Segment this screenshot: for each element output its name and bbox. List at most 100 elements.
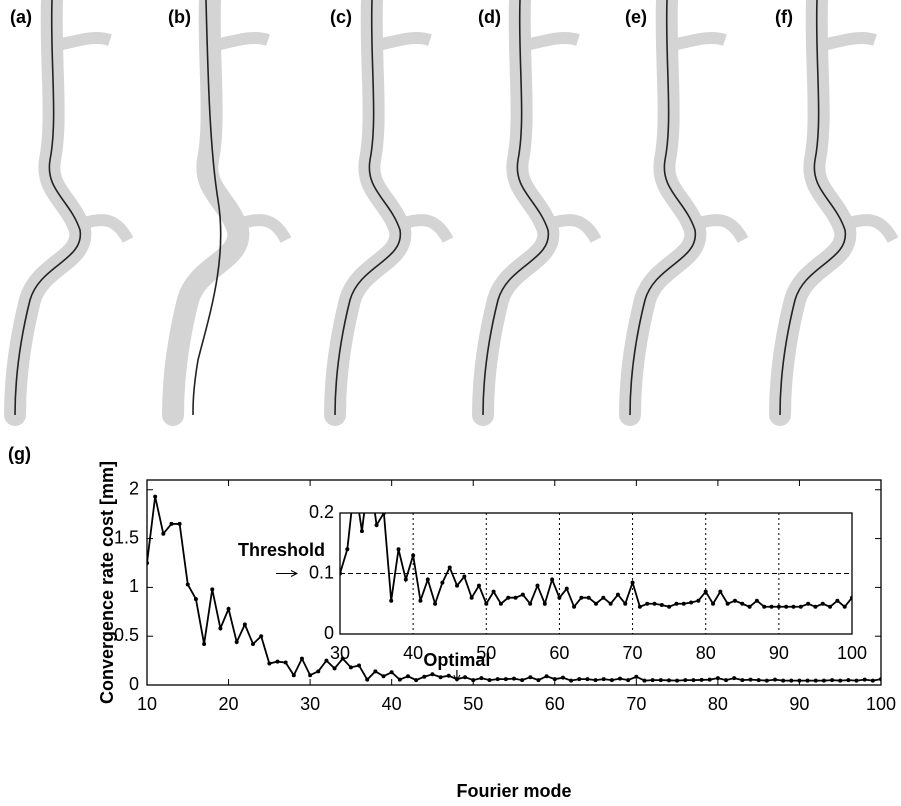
data-point <box>161 531 166 536</box>
vessel-branch <box>76 214 134 244</box>
centerline <box>192 0 222 416</box>
data-point <box>645 601 650 606</box>
data-point <box>615 592 620 597</box>
vessel-panel <box>4 0 134 426</box>
vessel-body <box>4 0 92 426</box>
data-point <box>498 601 503 606</box>
threshold-arrowhead <box>290 570 299 577</box>
data-point <box>842 604 847 609</box>
inset-x-tick-label: 60 <box>549 643 569 663</box>
data-point <box>674 601 679 606</box>
data-point <box>797 678 802 683</box>
x-tick-label: 40 <box>382 694 402 714</box>
data-point <box>275 659 280 664</box>
data-point <box>805 678 810 683</box>
data-point <box>425 577 430 582</box>
data-point <box>331 469 335 473</box>
x-tick-label: 50 <box>463 694 483 714</box>
data-point <box>608 601 613 606</box>
data-point <box>754 598 759 603</box>
data-point <box>683 678 688 683</box>
panel-label: (d) <box>478 7 501 27</box>
data-point <box>332 666 337 671</box>
data-point <box>711 601 716 606</box>
data-point <box>177 521 182 526</box>
x-tick-label: 10 <box>137 694 157 714</box>
vessel-panel <box>769 0 899 426</box>
panel-label: (g) <box>8 444 31 464</box>
vessel-body <box>162 0 250 426</box>
data-point <box>202 642 207 646</box>
data-point <box>345 547 350 552</box>
vessel-panel <box>324 0 454 426</box>
data-point <box>791 604 796 609</box>
data-point <box>618 676 623 681</box>
data-point <box>528 601 533 606</box>
data-point <box>691 678 696 683</box>
data-point <box>520 592 525 597</box>
data-point <box>447 565 452 570</box>
data-point <box>630 580 635 585</box>
centerline <box>779 0 846 416</box>
data-point <box>854 678 859 683</box>
x-tick-label: 30 <box>300 694 320 714</box>
data-point <box>340 656 345 661</box>
data-point <box>601 595 606 600</box>
data-point <box>756 678 761 683</box>
panel-label: (e) <box>625 7 647 27</box>
data-point <box>637 604 642 609</box>
data-point <box>820 601 825 606</box>
data-point <box>689 600 694 605</box>
data-point <box>367 469 371 473</box>
data-point <box>258 281 262 285</box>
data-point <box>365 677 370 682</box>
data-point <box>813 678 818 683</box>
data-point <box>699 677 704 682</box>
plot-frame <box>146 479 882 686</box>
data-point <box>740 678 745 683</box>
data-point <box>316 493 320 497</box>
data-point <box>446 673 451 678</box>
data-point <box>242 622 247 627</box>
data-point <box>593 678 598 683</box>
vessel-body <box>324 0 412 426</box>
data-point <box>422 674 427 679</box>
vessel-branch <box>821 31 877 51</box>
data-point <box>862 677 867 682</box>
data-point <box>579 595 584 600</box>
x-tick-label: 60 <box>545 694 565 714</box>
data-point <box>279 257 283 261</box>
data-point <box>433 601 438 606</box>
vessel-panel <box>472 0 602 426</box>
x-tick-label: 80 <box>708 694 728 714</box>
x-tick-label: 90 <box>789 694 809 714</box>
data-point <box>703 589 708 594</box>
data-point <box>374 523 379 528</box>
data-point <box>748 677 753 682</box>
data-point <box>789 678 794 683</box>
inset-x-tick-label: 40 <box>403 643 423 663</box>
data-point <box>696 598 701 603</box>
data-point <box>487 678 492 683</box>
vessel-panel <box>162 0 292 426</box>
y-axis-label: Convergence rate cost [mm] <box>97 461 117 704</box>
data-point <box>572 604 577 609</box>
data-point <box>210 587 215 592</box>
data-point <box>569 678 574 683</box>
data-point <box>506 595 511 600</box>
data-point <box>740 601 745 606</box>
data-point <box>353 481 357 485</box>
data-point <box>234 640 239 645</box>
data-point <box>830 678 835 683</box>
data-point <box>381 674 386 679</box>
data-point <box>403 577 408 582</box>
inset-y-tick-label: 0 <box>324 623 334 643</box>
data-point <box>675 678 680 683</box>
data-point <box>440 580 445 585</box>
annotation: Optimal <box>423 650 490 670</box>
data-point <box>659 602 664 607</box>
data-point <box>265 160 269 164</box>
data-point <box>463 675 468 680</box>
annotation-arrowhead <box>453 674 461 683</box>
data-point <box>772 677 777 682</box>
